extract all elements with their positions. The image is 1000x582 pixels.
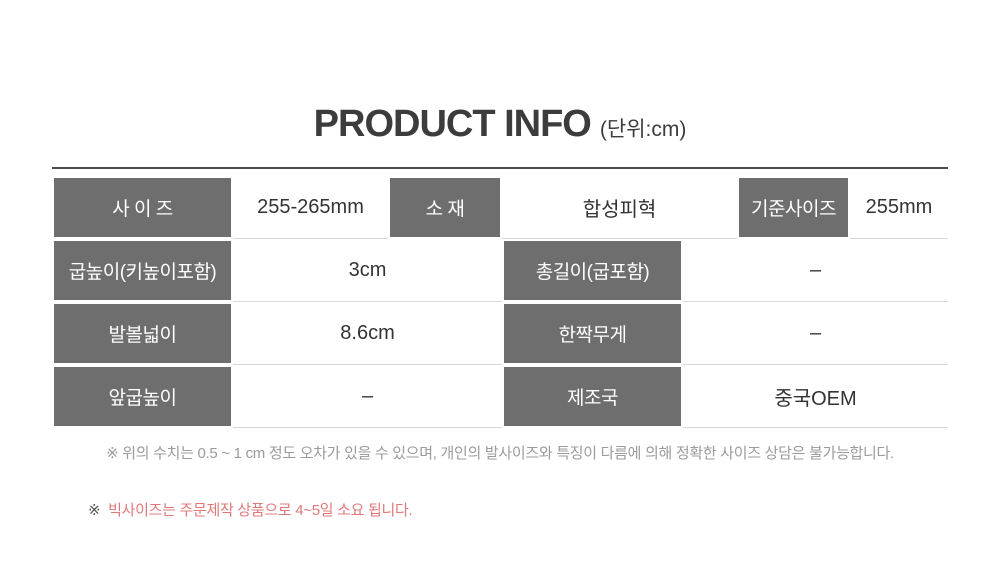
table-row: 굽높이(키높이포함) 3cm 총길이(굽포함) –: [52, 239, 948, 302]
spec-header-material: 소 재: [388, 176, 502, 239]
spec-header-heel-height: 굽높이(키높이포함): [52, 239, 233, 302]
spec-header-origin-country: 제조국: [502, 365, 683, 428]
spec-value-front-heel-height-value: –: [233, 365, 502, 428]
spec-value-base-size-value: 255mm: [850, 176, 948, 239]
big-size-note: ※ 빅사이즈는 주문제작 상품으로 4~5일 소요 됩니다.: [88, 499, 413, 520]
spec-header-total-length: 총길이(굽포함): [502, 239, 683, 302]
spec-value-material-value: 합성피혁: [502, 176, 737, 239]
tolerance-note: ※ 위의 수치는 0.5 ~ 1 cm 정도 오차가 있을 수 있으며, 개인의…: [106, 445, 894, 462]
spec-value-size-value: 255-265mm: [233, 176, 388, 239]
product-spec-table: 사 이 즈 255-265mm 소 재 합성피혁 기준사이즈 255mm 굽높이(키높이포함…: [52, 167, 948, 428]
spec-value-one-shoe-weight-value: –: [683, 302, 948, 365]
spec-header-foot-width: 발볼넓이: [52, 302, 233, 365]
page-title: PRODUCT INFO (단위:cm): [0, 103, 1000, 146]
spec-value-heel-height-value: 3cm: [233, 239, 502, 302]
table-row: 발볼넓이 8.6cm 한짝무게 –: [52, 302, 948, 365]
page-title-unit: (단위:cm): [599, 118, 687, 141]
big-size-note-text: 빅사이즈는 주문제작 상품으로 4~5일 소요 됩니다.: [108, 502, 413, 519]
spec-header-base-size: 기준사이즈: [737, 176, 850, 239]
table-row: 사 이 즈 255-265mm 소 재 합성피혁 기준사이즈 255mm: [52, 176, 948, 239]
spec-header-front-heel-height: 앞굽높이: [52, 365, 233, 428]
spec-value-total-length-value: –: [683, 239, 948, 302]
note-marker: ※: [88, 502, 101, 519]
spec-header-one-shoe-weight: 한짝무게: [502, 302, 683, 365]
page-title-text: PRODUCT INFO: [313, 103, 592, 145]
spec-value-foot-width-value: 8.6cm: [233, 302, 502, 365]
table-top-border: [52, 167, 948, 169]
spec-header-size: 사 이 즈: [52, 176, 233, 239]
spec-value-origin-country-value: 중국OEM: [683, 365, 948, 428]
product-table-rows: 사 이 즈 255-265mm 소 재 합성피혁 기준사이즈 255mm 굽높이(키높이포함…: [52, 176, 948, 428]
table-row: 앞굽높이 – 제조국 중국OEM: [52, 365, 948, 428]
